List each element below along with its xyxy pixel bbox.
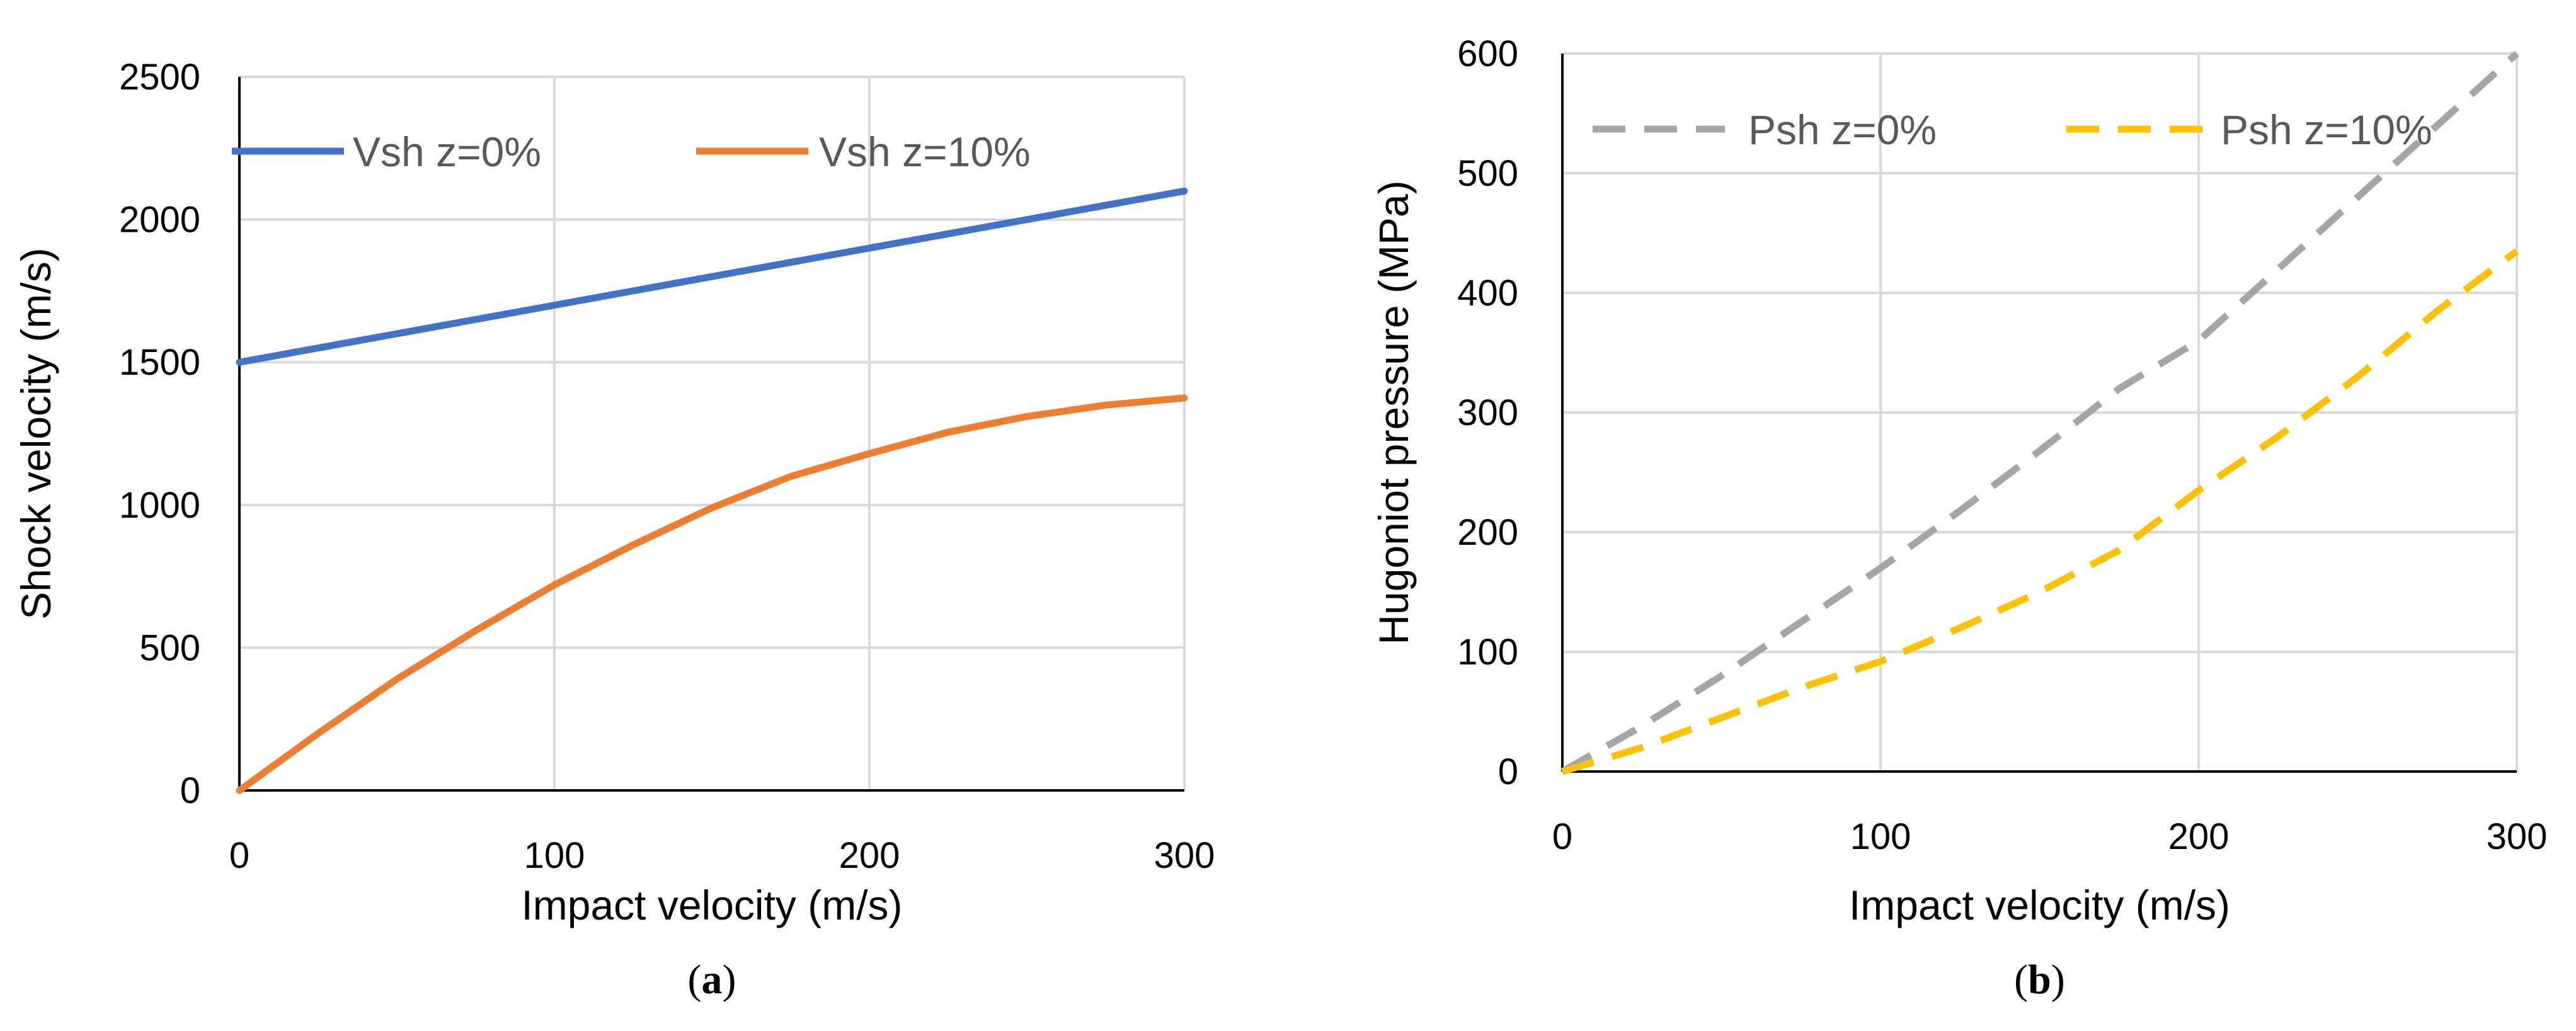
chart-a: 0 500 1000 1500 2000 2500 0 100 200 300 Impact vel…: [13, 57, 1215, 1003]
x-tick-label-b-0: 0: [1552, 816, 1572, 857]
y-tick-label-a-4: 2000: [119, 200, 200, 241]
x-axis-title-b: Impact velocity (m/s): [1849, 882, 2230, 928]
legend-label-a-0: Vsh z=0%: [353, 128, 541, 175]
y-axis-title-a: Shock velocity (m/s): [13, 248, 59, 619]
y-tick-label-a-0: 0: [180, 770, 200, 811]
chart-b: 0 100 200 300 400 500 600 0 100 200 300 Impact velo…: [1370, 33, 2547, 1003]
series-line-a-0: [236, 187, 1188, 366]
y-tick-label-a-3: 1500: [119, 342, 200, 383]
x-tick-label-a-0: 0: [229, 835, 249, 876]
y-tick-label-a-1: 500: [139, 627, 200, 668]
y-tick-label-b-6: 600: [1457, 33, 1518, 74]
y-tick-label-b-0: 0: [1498, 751, 1518, 792]
x-tick-label-a-3: 300: [1154, 835, 1215, 876]
legend-label-a-1: Vsh z=10%: [819, 128, 1031, 175]
y-tick-label-a-5: 2500: [119, 57, 200, 98]
series-line-a-1: [236, 394, 1188, 794]
y-tick-label-b-2: 200: [1457, 512, 1518, 553]
y-axis-title-b: Hugoniot pressure (MPa): [1370, 180, 1417, 644]
x-tick-label-a-1: 100: [524, 835, 585, 876]
y-tick-label-b-5: 500: [1457, 153, 1518, 194]
legend-label-b-0: Psh z=0%: [1748, 106, 1937, 153]
x-tick-label-b-3: 300: [2487, 816, 2548, 857]
panel-label-b: (b): [2014, 957, 2065, 1003]
panel-label-a: (a): [688, 957, 736, 1003]
legend-label-b-1: Psh z=10%: [2221, 106, 2432, 153]
x-tick-label-a-2: 200: [839, 835, 900, 876]
series-line-b-1: [1561, 248, 2519, 775]
series-line-b-0: [1560, 50, 2519, 775]
y-tick-label-b-4: 400: [1457, 273, 1518, 314]
x-tick-label-b-2: 200: [2168, 816, 2230, 857]
x-tick-label-b-1: 100: [1850, 816, 1911, 857]
y-tick-label-a-2: 1000: [119, 485, 200, 526]
y-tick-label-b-1: 100: [1457, 632, 1518, 673]
x-axis-title-a: Impact velocity (m/s): [521, 882, 902, 928]
y-tick-label-b-3: 300: [1457, 392, 1518, 433]
